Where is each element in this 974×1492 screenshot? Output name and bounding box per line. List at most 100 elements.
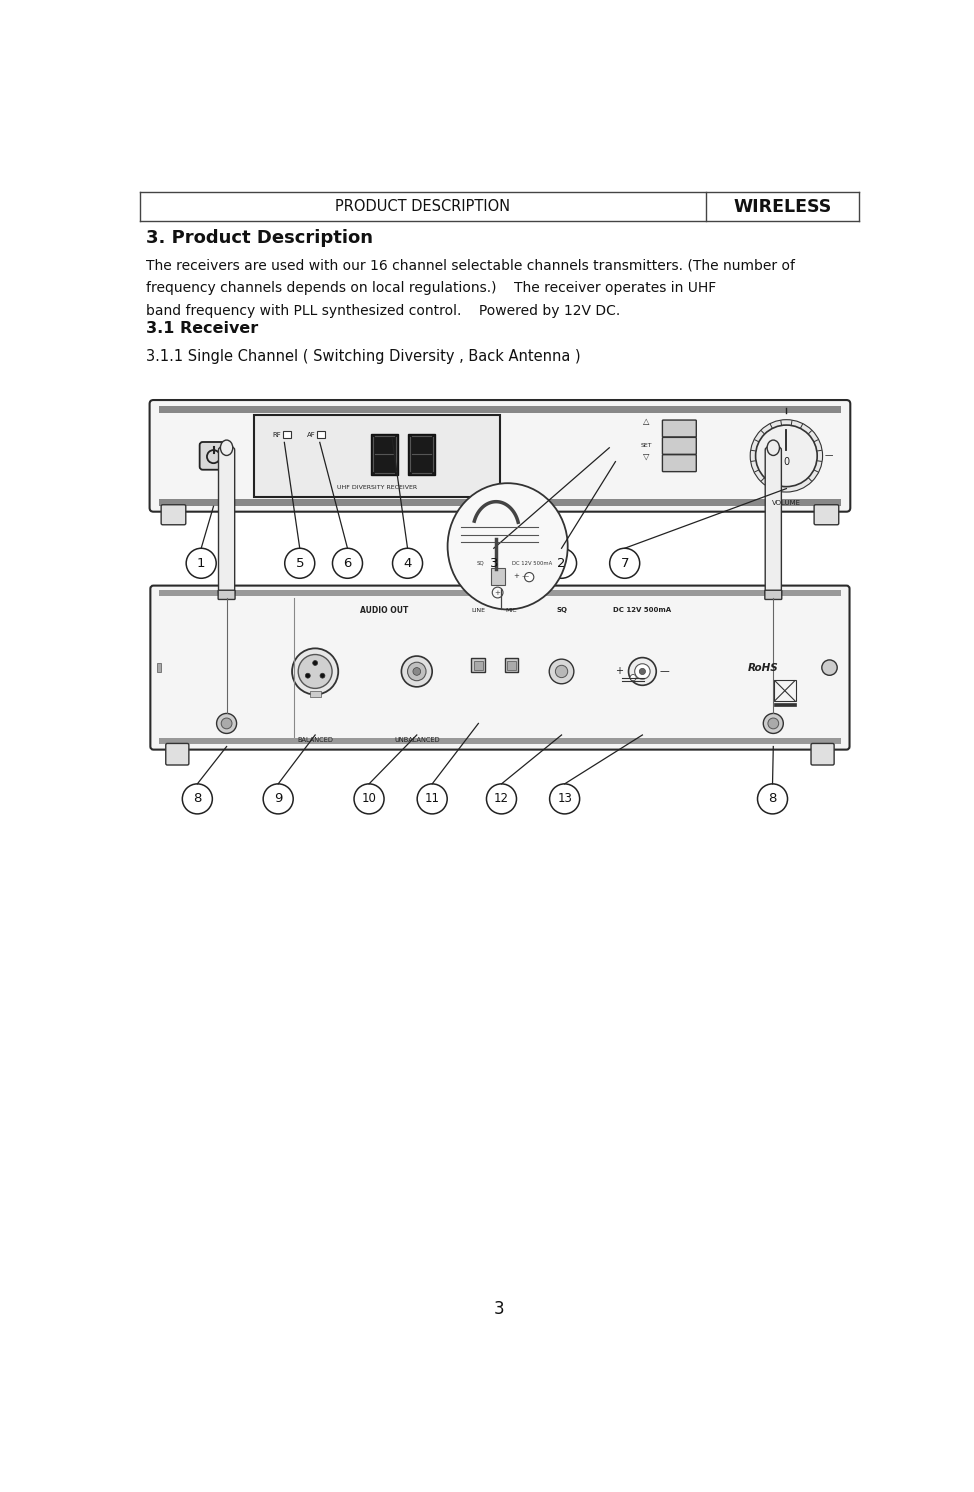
Text: +: +	[616, 667, 623, 676]
Circle shape	[417, 783, 447, 815]
Circle shape	[822, 659, 838, 676]
Bar	[774, 703, 796, 706]
Bar	[318, 431, 325, 439]
Text: RoHS: RoHS	[748, 662, 778, 673]
Text: LINE: LINE	[471, 607, 485, 613]
Circle shape	[635, 664, 650, 679]
FancyBboxPatch shape	[161, 504, 186, 525]
Text: band frequency with PLL synthesized control.    Powered by 12V DC.: band frequency with PLL synthesized cont…	[146, 304, 620, 318]
Text: 3: 3	[490, 557, 498, 570]
FancyBboxPatch shape	[765, 591, 782, 600]
Circle shape	[292, 649, 338, 695]
FancyBboxPatch shape	[150, 585, 849, 749]
Text: 13: 13	[557, 792, 572, 806]
Circle shape	[610, 548, 640, 579]
Text: 8: 8	[768, 792, 776, 806]
Ellipse shape	[768, 440, 779, 455]
Circle shape	[320, 673, 325, 679]
Circle shape	[756, 425, 817, 486]
Text: DC 12V 500mA: DC 12V 500mA	[614, 607, 671, 613]
FancyBboxPatch shape	[811, 743, 834, 765]
Bar	[282, 431, 290, 439]
Circle shape	[186, 548, 216, 579]
FancyBboxPatch shape	[200, 442, 227, 470]
Text: —: —	[659, 667, 669, 676]
Circle shape	[764, 713, 783, 734]
Text: ▽: ▽	[643, 452, 650, 461]
Text: 5: 5	[295, 557, 304, 570]
Text: 12: 12	[494, 792, 509, 806]
Circle shape	[182, 783, 212, 815]
Circle shape	[354, 783, 384, 815]
Text: UNBALANCED: UNBALANCED	[393, 737, 439, 743]
Circle shape	[221, 718, 232, 728]
Circle shape	[298, 655, 332, 688]
Circle shape	[546, 548, 577, 579]
Text: frequency channels depends on local regulations.)    The receiver operates in UH: frequency channels depends on local regu…	[146, 280, 716, 295]
Bar	[253, 415, 500, 497]
Bar	[506, 661, 516, 670]
Bar	[159, 591, 842, 597]
Bar	[310, 691, 320, 697]
Text: 3. Product Description: 3. Product Description	[146, 230, 373, 248]
Text: 8: 8	[193, 792, 202, 806]
Bar	[473, 661, 483, 670]
FancyBboxPatch shape	[218, 591, 235, 600]
Circle shape	[555, 665, 568, 677]
Text: 6: 6	[343, 557, 352, 570]
Ellipse shape	[448, 483, 568, 609]
FancyBboxPatch shape	[662, 421, 696, 437]
Bar	[157, 662, 161, 673]
Text: MIC: MIC	[506, 607, 517, 613]
Text: 1: 1	[197, 557, 206, 570]
FancyBboxPatch shape	[150, 400, 850, 512]
Circle shape	[768, 718, 778, 728]
Text: +: +	[495, 589, 501, 595]
Text: 4: 4	[403, 557, 412, 570]
Text: SQ: SQ	[556, 607, 567, 613]
Text: 0: 0	[783, 457, 790, 467]
Circle shape	[263, 783, 293, 815]
Text: 9: 9	[274, 792, 282, 806]
Circle shape	[284, 548, 315, 579]
Circle shape	[407, 662, 426, 680]
Text: 3.1 Receiver: 3.1 Receiver	[146, 321, 258, 336]
Text: SQ: SQ	[477, 561, 485, 565]
Bar	[505, 658, 518, 673]
Bar	[159, 406, 842, 413]
Text: —: —	[825, 452, 834, 461]
Circle shape	[393, 548, 423, 579]
Text: 3.1.1 Single Channel ( Switching Diversity , Back Antenna ): 3.1.1 Single Channel ( Switching Diversi…	[146, 349, 581, 364]
Circle shape	[332, 548, 362, 579]
Text: WIRELESS: WIRELESS	[733, 198, 831, 216]
FancyBboxPatch shape	[218, 448, 235, 595]
Text: 10: 10	[361, 792, 377, 806]
Text: UHF DIVERSITY RECEIVER: UHF DIVERSITY RECEIVER	[337, 485, 417, 491]
Text: 2: 2	[557, 557, 566, 570]
Text: △: △	[643, 418, 650, 427]
Circle shape	[628, 658, 656, 685]
Text: PRODUCT DESCRIPTION: PRODUCT DESCRIPTION	[335, 200, 510, 215]
Bar	[159, 739, 842, 745]
FancyBboxPatch shape	[766, 448, 781, 595]
Circle shape	[479, 548, 508, 579]
Circle shape	[525, 573, 534, 582]
Text: DC 12V 500mA: DC 12V 500mA	[512, 561, 552, 565]
Bar	[407, 434, 435, 474]
Text: 11: 11	[425, 792, 439, 806]
Text: BALANCED: BALANCED	[297, 737, 333, 743]
Text: The receivers are used with our 16 channel selectable channels transmitters. (Th: The receivers are used with our 16 chann…	[146, 258, 795, 272]
Text: VOLUME: VOLUME	[771, 500, 801, 506]
Text: SET: SET	[641, 443, 652, 448]
Text: AF: AF	[307, 431, 316, 437]
Ellipse shape	[220, 440, 233, 455]
Circle shape	[549, 783, 580, 815]
FancyBboxPatch shape	[662, 455, 696, 471]
Text: RF: RF	[273, 431, 281, 437]
Circle shape	[630, 674, 636, 680]
Circle shape	[750, 419, 823, 492]
Circle shape	[549, 659, 574, 683]
Circle shape	[413, 667, 421, 676]
Bar	[774, 680, 796, 701]
Bar	[370, 434, 398, 474]
